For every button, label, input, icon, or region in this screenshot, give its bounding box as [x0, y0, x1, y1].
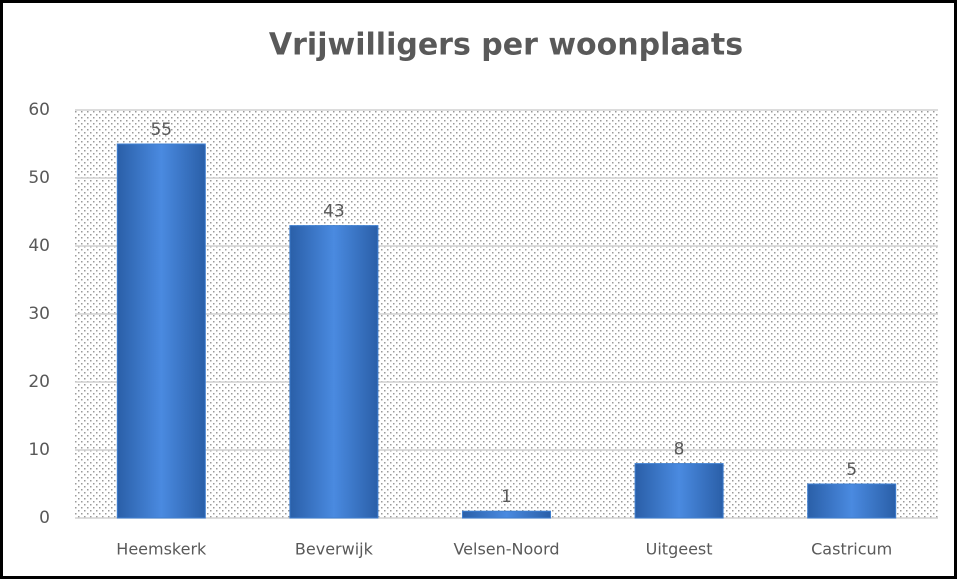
y-tick-label: 0: [39, 508, 50, 528]
y-tick-label: 30: [28, 304, 50, 324]
x-tick-label: Uitgeest: [646, 540, 713, 559]
y-tick-label: 50: [28, 168, 50, 188]
bar: [461, 510, 552, 519]
bar: [807, 483, 897, 519]
x-tick-label: Velsen-Noord: [453, 540, 559, 559]
data-label: 5: [846, 460, 857, 480]
x-tick-label: Castricum: [811, 540, 892, 559]
y-tick-label: 40: [28, 236, 50, 256]
y-tick-label: 10: [28, 440, 50, 460]
data-label: 43: [323, 202, 345, 222]
bar: [634, 463, 724, 519]
x-tick-label: Heemskerk: [116, 540, 207, 559]
data-label: 55: [150, 120, 172, 140]
y-tick-label: 60: [28, 100, 50, 120]
data-label: 8: [674, 440, 685, 460]
bar: [116, 143, 206, 519]
chart-title: Vrijwilligers per woonplaats: [269, 28, 743, 63]
data-label: 1: [501, 487, 512, 507]
x-tick-label: Beverwijk: [295, 540, 374, 559]
y-tick-label: 20: [28, 372, 50, 392]
bar: [289, 225, 379, 519]
